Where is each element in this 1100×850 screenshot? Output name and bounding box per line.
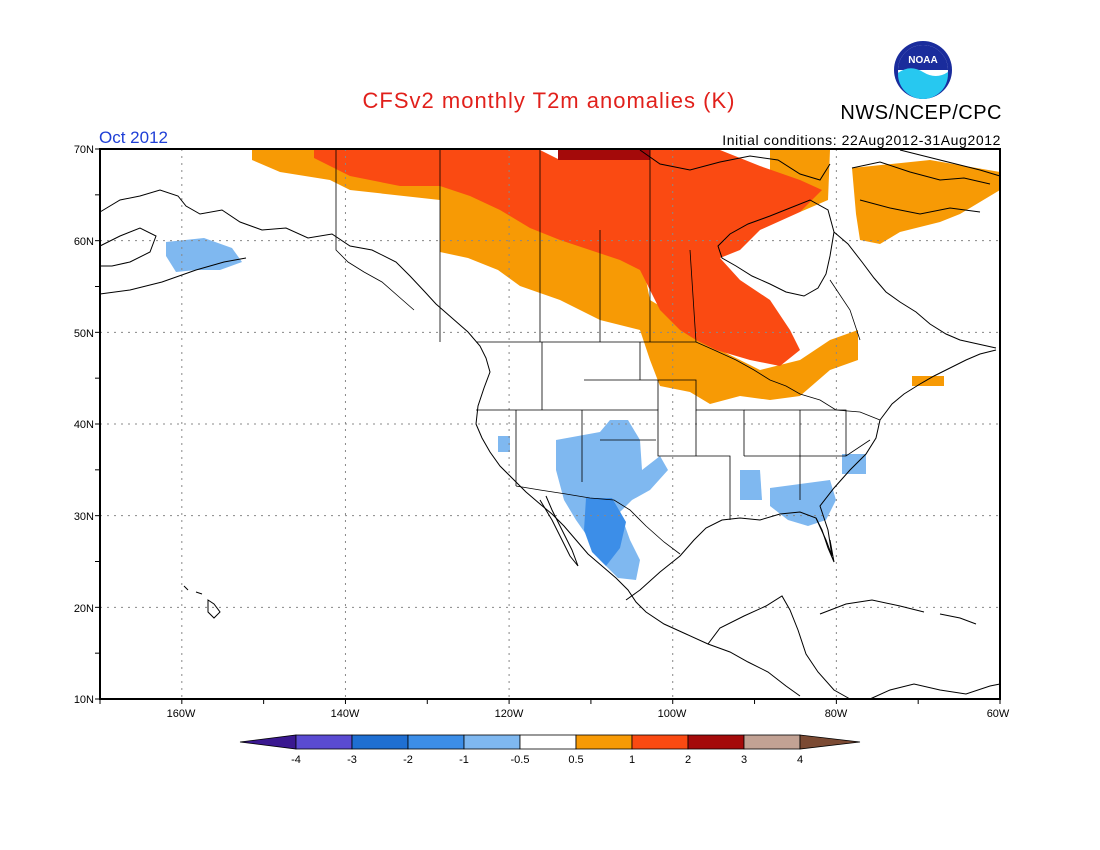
anomaly-region-cool [842,454,866,474]
lon-label: 80W [825,708,848,720]
chart-title: CFSv2 monthly T2m anomalies (K) [0,88,1100,114]
lat-label: 20N [74,603,94,615]
colorbar-bin [463,734,521,750]
anomaly-region-hot [314,150,822,366]
colorbar-label: -4 [291,754,301,766]
lat-labels: 70N 60N 50N 40N 30N 20N 10N [74,144,94,706]
lon-labels: 160W 140W 120W 100W 80W 60W [167,708,1010,720]
lat-label: 40N [74,419,94,431]
lon-label: 100W [658,708,687,720]
political-boundaries [335,150,881,555]
colorbar-bin [687,734,745,750]
anomaly-region-cool [770,480,836,526]
colorbar-bin [295,734,353,750]
colorbar-label: -3 [347,754,357,766]
colorbar-label: 2 [685,754,691,766]
colorbar-label: -2 [403,754,413,766]
colorbar-bin [519,734,577,750]
chart-title-text: CFSv2 monthly T2m anomalies (K) [362,88,736,113]
lon-label: 120W [495,708,524,720]
anomaly-region-cool [740,470,762,500]
colorbar-arrow-left [239,734,297,750]
colorbar-label: 0.5 [568,754,583,766]
colorbar-arrow-right [799,734,861,750]
colorbar-bin [407,734,465,750]
map-panel: 70N 60N 50N 40N 30N 20N 10N 160W 140W 12… [74,144,1010,720]
lat-label: 70N [74,144,94,156]
colorbar-bin [743,734,801,750]
gridlines [100,149,1000,699]
colorbar-label: 4 [797,754,803,766]
anomaly-region-warm [852,160,1000,244]
anomaly-region-cool [498,436,510,452]
colorbar-label: 1 [629,754,635,766]
lon-label: 60W [987,708,1010,720]
anomaly-region-very-hot [558,150,650,160]
logo-text: NOAA [908,55,937,66]
colorbar-label: -1 [459,754,469,766]
lat-label: 60N [74,236,94,248]
anomaly-region-cold [584,498,626,566]
colorbar-bin [351,734,409,750]
noaa-logo-icon: NOAA [894,41,952,99]
lon-label: 140W [331,708,360,720]
colorbar-bin [575,734,633,750]
agency-label: NWS/NCEP/CPC [840,102,1002,124]
axis-ticks [95,148,1001,704]
anomaly-region-cool [166,238,242,272]
lat-label: 10N [74,694,94,706]
valid-month-label: Oct 2012 [99,128,168,147]
initial-conditions-label: Initial conditions: 22Aug2012-31Aug2012 [722,132,1001,148]
lat-label: 30N [74,511,94,523]
anomaly-region-warm [912,376,944,386]
lat-label: 50N [74,328,94,340]
colorbar-label: -0.5 [511,754,530,766]
colorbar-bin [631,734,689,750]
colorbar: -4 -3 -2 -1 -0.5 0.5 1 2 3 4 [239,734,861,766]
coastlines [99,149,1001,700]
colorbar-label: 3 [741,754,747,766]
lon-label: 160W [167,708,196,720]
